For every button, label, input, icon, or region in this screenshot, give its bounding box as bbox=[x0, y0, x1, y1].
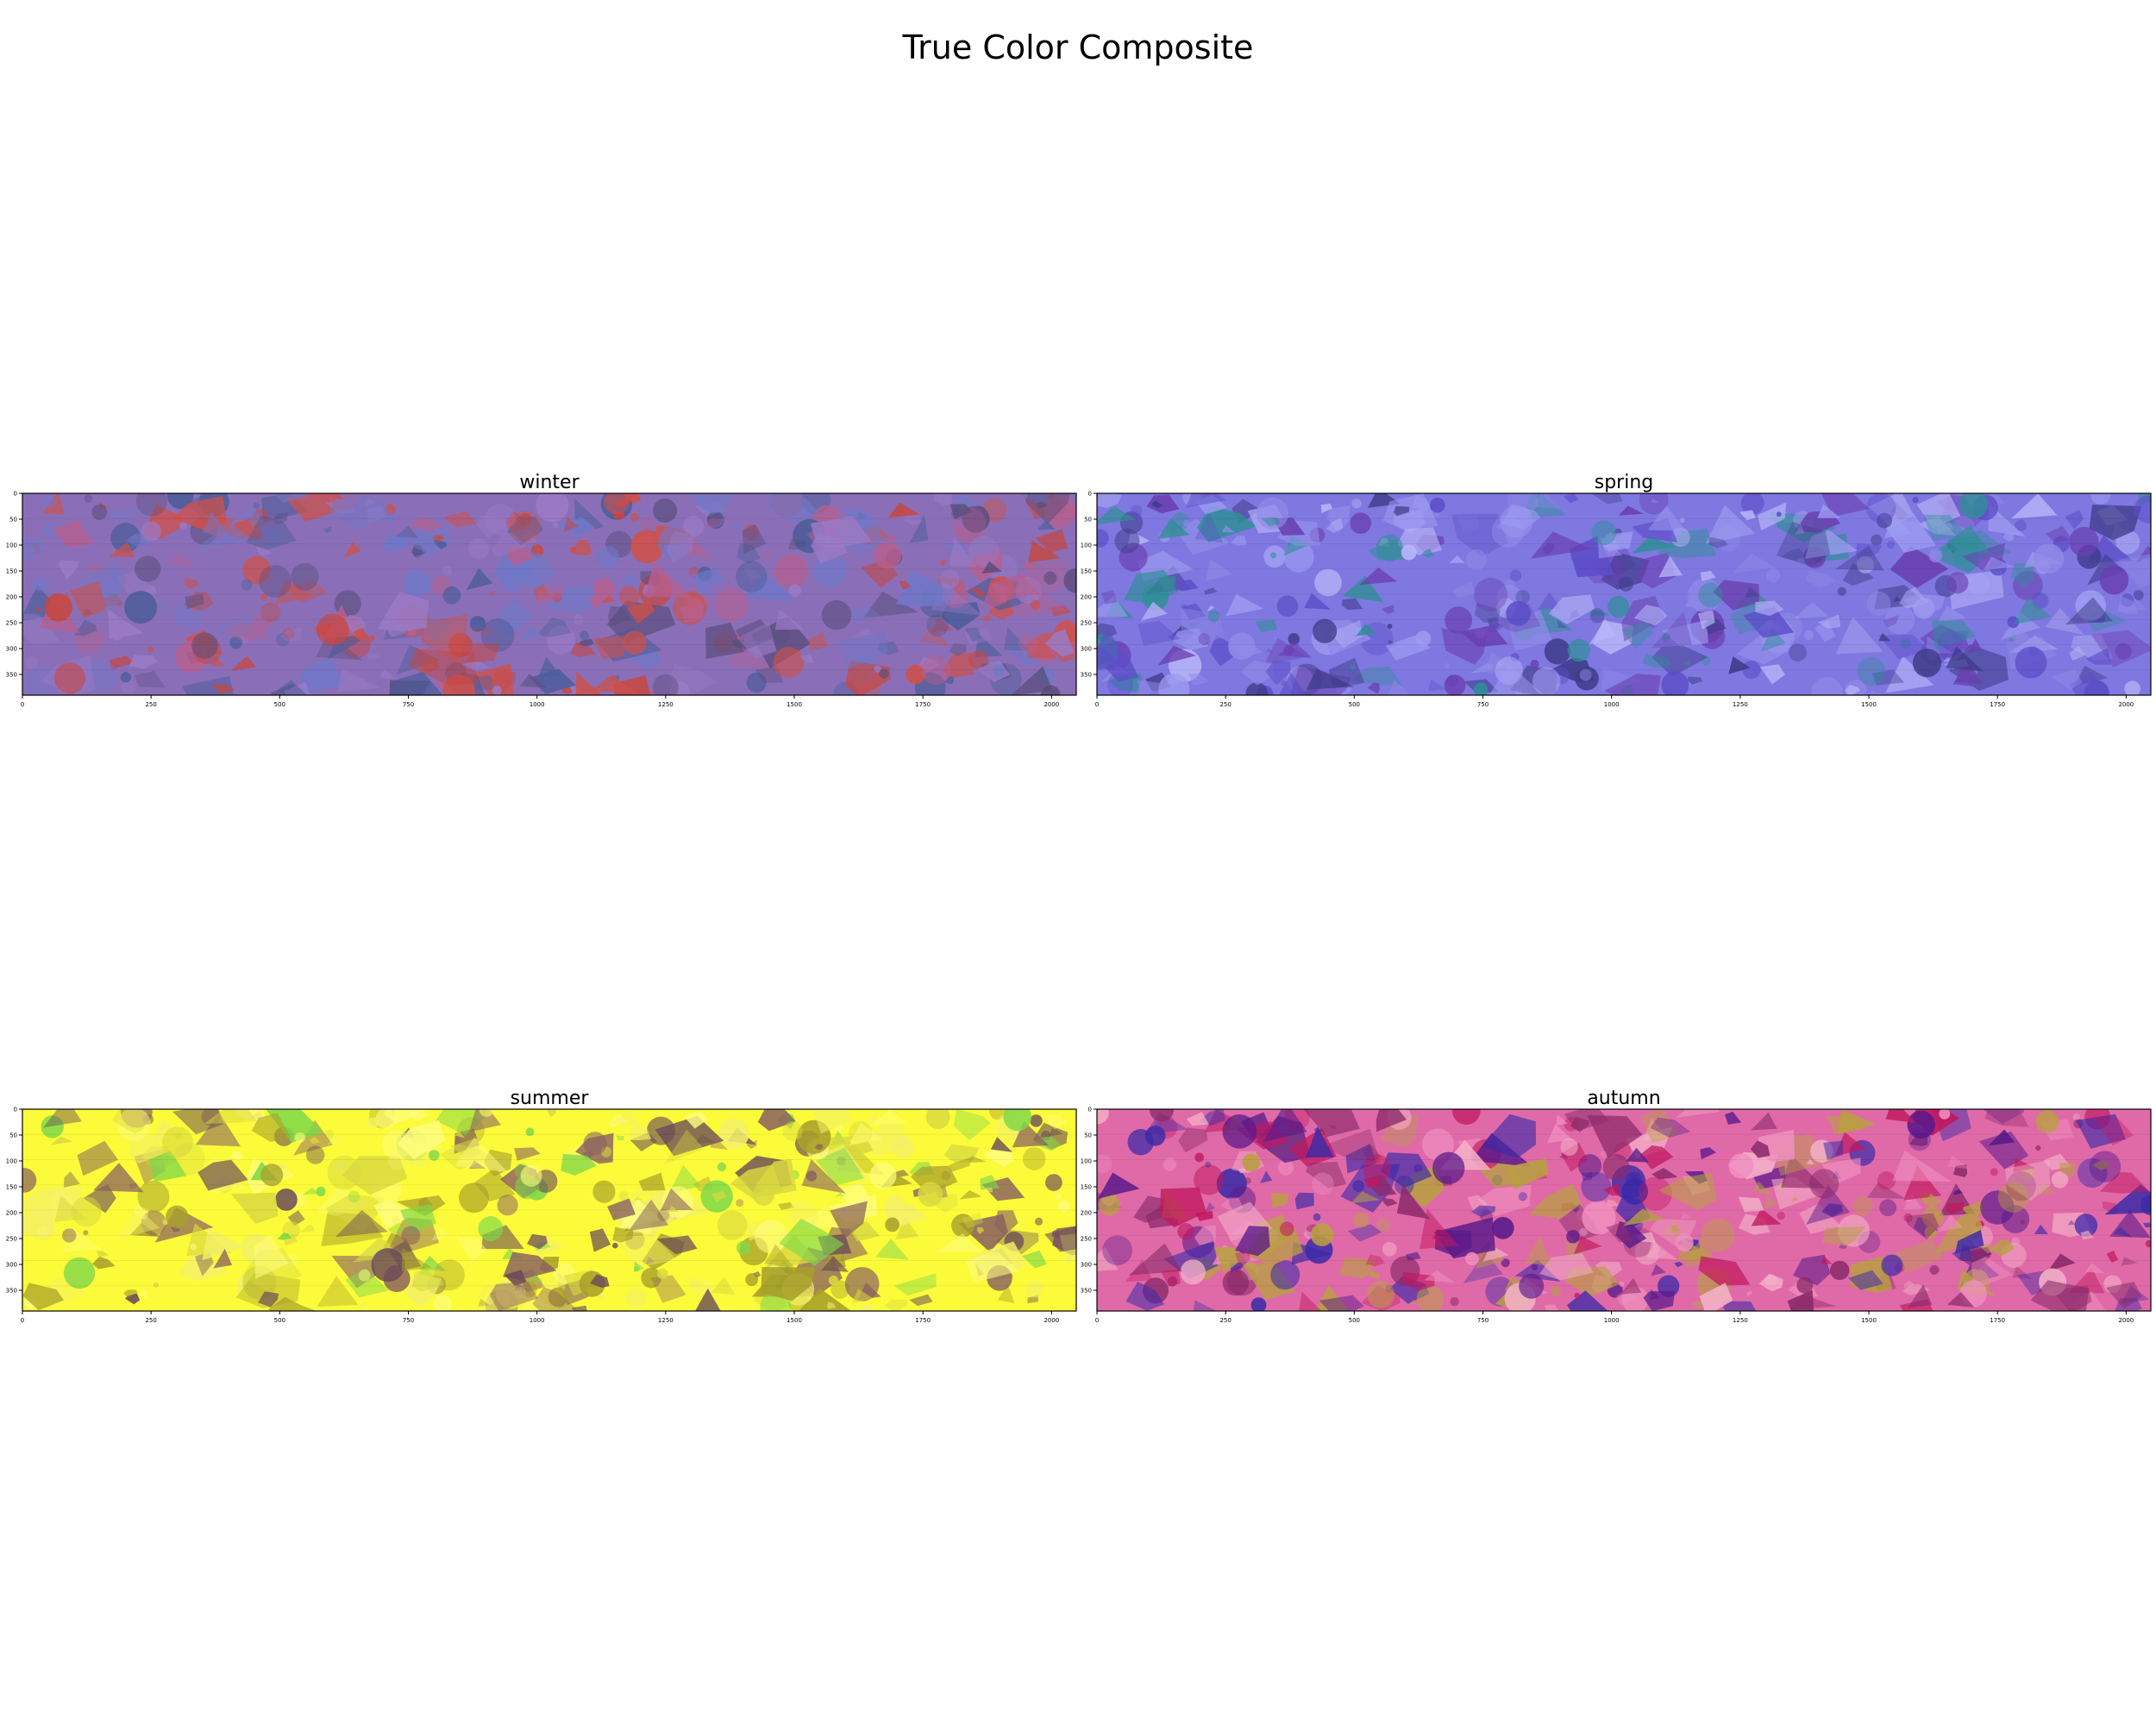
winter-ytick-label: 50 bbox=[9, 517, 17, 524]
spring-image bbox=[1097, 493, 2151, 695]
summer-xtick-label: 750 bbox=[403, 1317, 414, 1324]
summer-xtick-label: 1500 bbox=[787, 1317, 802, 1324]
spring-ytick-label: 250 bbox=[1081, 620, 1092, 627]
summer-ytick-label: 150 bbox=[6, 1184, 17, 1191]
autumn-xtick-label: 250 bbox=[1219, 1317, 1231, 1324]
spring-ytick-label: 200 bbox=[1081, 594, 1092, 601]
summer-ytick-label: 250 bbox=[6, 1236, 17, 1243]
autumn-ytick-label: 150 bbox=[1081, 1184, 1092, 1191]
winter-xtick-label: 0 bbox=[21, 701, 24, 708]
summer-xtick-label: 1750 bbox=[915, 1317, 931, 1324]
autumn-xtick-label: 1500 bbox=[1861, 1317, 1877, 1324]
spring-xtick-label: 0 bbox=[1095, 701, 1099, 708]
spring-ytick-label: 150 bbox=[1081, 568, 1092, 575]
autumn-ytick-label: 200 bbox=[1081, 1210, 1092, 1217]
autumn-ytick-label: 350 bbox=[1081, 1288, 1092, 1295]
summer-axes-frame bbox=[22, 1108, 1077, 1312]
summer-ytick-label: 50 bbox=[9, 1132, 17, 1139]
autumn-ytick-label: 250 bbox=[1081, 1236, 1092, 1243]
winter-axes-frame bbox=[22, 492, 1077, 696]
winter-ytick-label: 200 bbox=[6, 594, 17, 601]
autumn-ytick-label: 100 bbox=[1081, 1158, 1092, 1165]
summer-ytick-label: 350 bbox=[6, 1288, 17, 1295]
spring-ytick-label: 0 bbox=[1088, 491, 1092, 498]
summer-ytick-label: 300 bbox=[6, 1262, 17, 1269]
summer-xtick-label: 0 bbox=[21, 1317, 24, 1324]
winter-xtick-label: 1250 bbox=[658, 701, 674, 708]
autumn-xtick-label: 500 bbox=[1349, 1317, 1360, 1324]
summer-ytick-label: 0 bbox=[14, 1107, 17, 1113]
spring-xtick-label: 500 bbox=[1349, 701, 1360, 708]
winter-xtick-label: 1000 bbox=[530, 701, 545, 708]
summer-ytick-label: 200 bbox=[6, 1210, 17, 1217]
summer-xtick-label: 2000 bbox=[1044, 1317, 1059, 1324]
winter-xtick-label: 1750 bbox=[915, 701, 931, 708]
winter-xtick-label: 1500 bbox=[787, 701, 802, 708]
autumn-ytick-label: 50 bbox=[1084, 1132, 1092, 1139]
summer-ytick-label: 100 bbox=[6, 1158, 17, 1165]
winter-title: winter bbox=[519, 472, 580, 493]
spring-xtick-label: 1750 bbox=[1990, 701, 2005, 708]
autumn-ytick-label: 300 bbox=[1081, 1262, 1092, 1269]
autumn-axes-frame bbox=[1096, 1108, 2152, 1312]
winter-xtick-label: 750 bbox=[403, 701, 414, 708]
spring-xtick-label: 250 bbox=[1219, 701, 1231, 708]
winter-xtick-label: 250 bbox=[145, 701, 156, 708]
figure-title: True Color Composite bbox=[902, 28, 1254, 66]
winter-ytick-label: 0 bbox=[14, 491, 17, 498]
spring-ytick-label: 100 bbox=[1081, 543, 1092, 549]
summer-title: summer bbox=[511, 1088, 590, 1109]
spring-xtick-label: 1500 bbox=[1861, 701, 1877, 708]
winter-ytick-label: 150 bbox=[6, 568, 17, 575]
autumn-xtick-label: 2000 bbox=[2118, 1317, 2134, 1324]
summer-xtick-label: 1250 bbox=[658, 1317, 674, 1324]
winter-ytick-label: 300 bbox=[6, 646, 17, 653]
panel-autumn: autumn 0 250 500 750 1000 1250 1500 1750 2000 0 50 1… bbox=[1081, 1088, 2152, 1324]
winter-ytick-label: 250 bbox=[6, 620, 17, 627]
autumn-xtick-label: 1750 bbox=[1990, 1317, 2005, 1324]
spring-ytick-label: 50 bbox=[1084, 517, 1092, 524]
panel-spring: spring 0 250 500 750 1000 1250 1500 1750 2000 0 50 1… bbox=[1081, 472, 2152, 708]
panel-winter: winter 0 250 500 750 1000 1250 1500 1750 2000 0 50 1… bbox=[6, 472, 1077, 708]
autumn-ytick-label: 0 bbox=[1088, 1107, 1092, 1113]
spring-title: spring bbox=[1595, 472, 1654, 493]
spring-xtick-label: 2000 bbox=[2118, 701, 2134, 708]
autumn-image bbox=[1097, 1109, 2151, 1311]
summer-image bbox=[22, 1109, 1076, 1311]
autumn-xtick-label: 750 bbox=[1477, 1317, 1489, 1324]
panel-summer: summer 0 250 500 750 1000 1250 1500 1750 2000 0 50 1… bbox=[6, 1088, 1077, 1324]
winter-image bbox=[22, 493, 1076, 695]
summer-xtick-label: 500 bbox=[274, 1317, 285, 1324]
autumn-title: autumn bbox=[1587, 1088, 1660, 1109]
spring-ytick-label: 350 bbox=[1081, 672, 1092, 679]
autumn-xtick-label: 1250 bbox=[1733, 1317, 1748, 1324]
spring-ytick-label: 300 bbox=[1081, 646, 1092, 653]
winter-ytick-label: 100 bbox=[6, 543, 17, 549]
spring-xtick-label: 1250 bbox=[1733, 701, 1748, 708]
winter-xtick-label: 500 bbox=[274, 701, 285, 708]
summer-xtick-label: 250 bbox=[145, 1317, 156, 1324]
spring-xtick-label: 750 bbox=[1477, 701, 1489, 708]
winter-xtick-label: 2000 bbox=[1044, 701, 1059, 708]
autumn-xtick-label: 0 bbox=[1095, 1317, 1099, 1324]
spring-axes-frame bbox=[1096, 492, 2152, 696]
winter-ytick-label: 350 bbox=[6, 672, 17, 679]
autumn-xtick-label: 1000 bbox=[1604, 1317, 1620, 1324]
spring-xtick-label: 1000 bbox=[1604, 701, 1620, 708]
summer-xtick-label: 1000 bbox=[530, 1317, 545, 1324]
